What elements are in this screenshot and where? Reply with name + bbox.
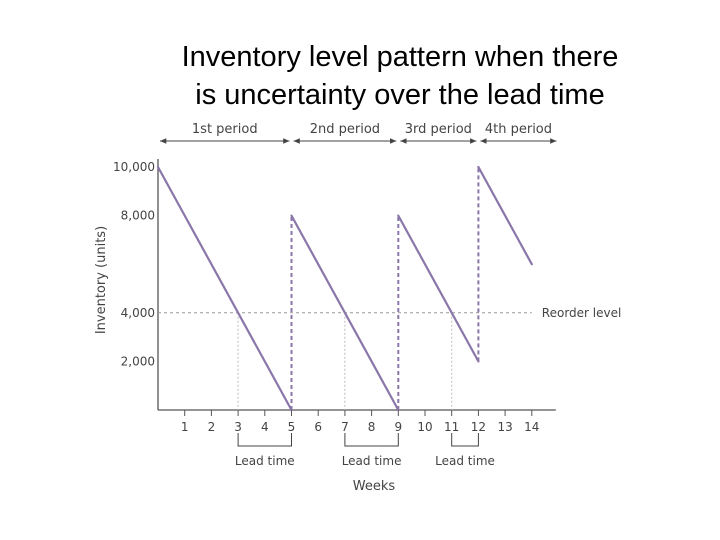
lead-time-bracket <box>344 433 399 447</box>
x-tick-label: 2 <box>208 420 216 434</box>
inventory-segment <box>290 214 400 412</box>
x-tick-label: 14 <box>524 420 539 434</box>
x-tick-label: 7 <box>341 420 349 434</box>
inventory-series <box>156 165 533 412</box>
reorder-label: Reorder level <box>542 306 622 320</box>
title-line-1: Inventory level pattern when there <box>181 41 619 73</box>
lead-time-bracket <box>237 433 292 447</box>
lead-time-bracket <box>451 433 479 447</box>
inventory-segment <box>477 165 533 266</box>
y-tick-label: 4,000 <box>121 306 155 320</box>
x-tick-label: 4 <box>261 420 269 434</box>
lead-time-label: Lead time <box>435 454 495 468</box>
period-label: 4th period <box>485 122 552 137</box>
inventory-segment <box>156 165 293 412</box>
slide-title: Inventory level pattern when there is un… <box>0 38 720 114</box>
x-tick-label: 6 <box>314 420 322 434</box>
y-tick-label: 10,000 <box>113 160 155 174</box>
x-tick-label: 12 <box>471 420 486 434</box>
x-axis-label: Weeks <box>353 479 396 494</box>
y-axis-label: Inventory (units) <box>94 226 109 334</box>
lead-time-brackets: Lead time Lead time Lead time <box>235 433 495 468</box>
inventory-segment <box>397 214 480 363</box>
period-annotations: 1st period 2nd period 3rd period 4th period <box>160 122 557 144</box>
x-tick-label: 5 <box>288 420 296 434</box>
x-tick-label: 11 <box>444 420 459 434</box>
guide-lines: Reorder level <box>158 167 621 410</box>
x-tick-label: 9 <box>394 420 402 434</box>
y-tick-label: 8,000 <box>121 209 155 223</box>
x-tick-label: 1 <box>181 420 189 434</box>
axes <box>157 159 556 411</box>
x-tick-label: 3 <box>234 420 242 434</box>
lead-time-label: Lead time <box>342 454 402 468</box>
x-tick-label: 13 <box>497 420 512 434</box>
period-label: 2nd period <box>310 122 380 137</box>
period-label: 3rd period <box>405 122 472 137</box>
y-tick-label: 2,000 <box>121 354 155 368</box>
x-tick-label: 10 <box>417 420 432 434</box>
lead-time-label: Lead time <box>235 454 295 468</box>
x-tick-label: 8 <box>368 420 376 434</box>
title-line-2: is uncertainty over the lead time <box>195 79 605 111</box>
period-label: 1st period <box>192 122 258 137</box>
